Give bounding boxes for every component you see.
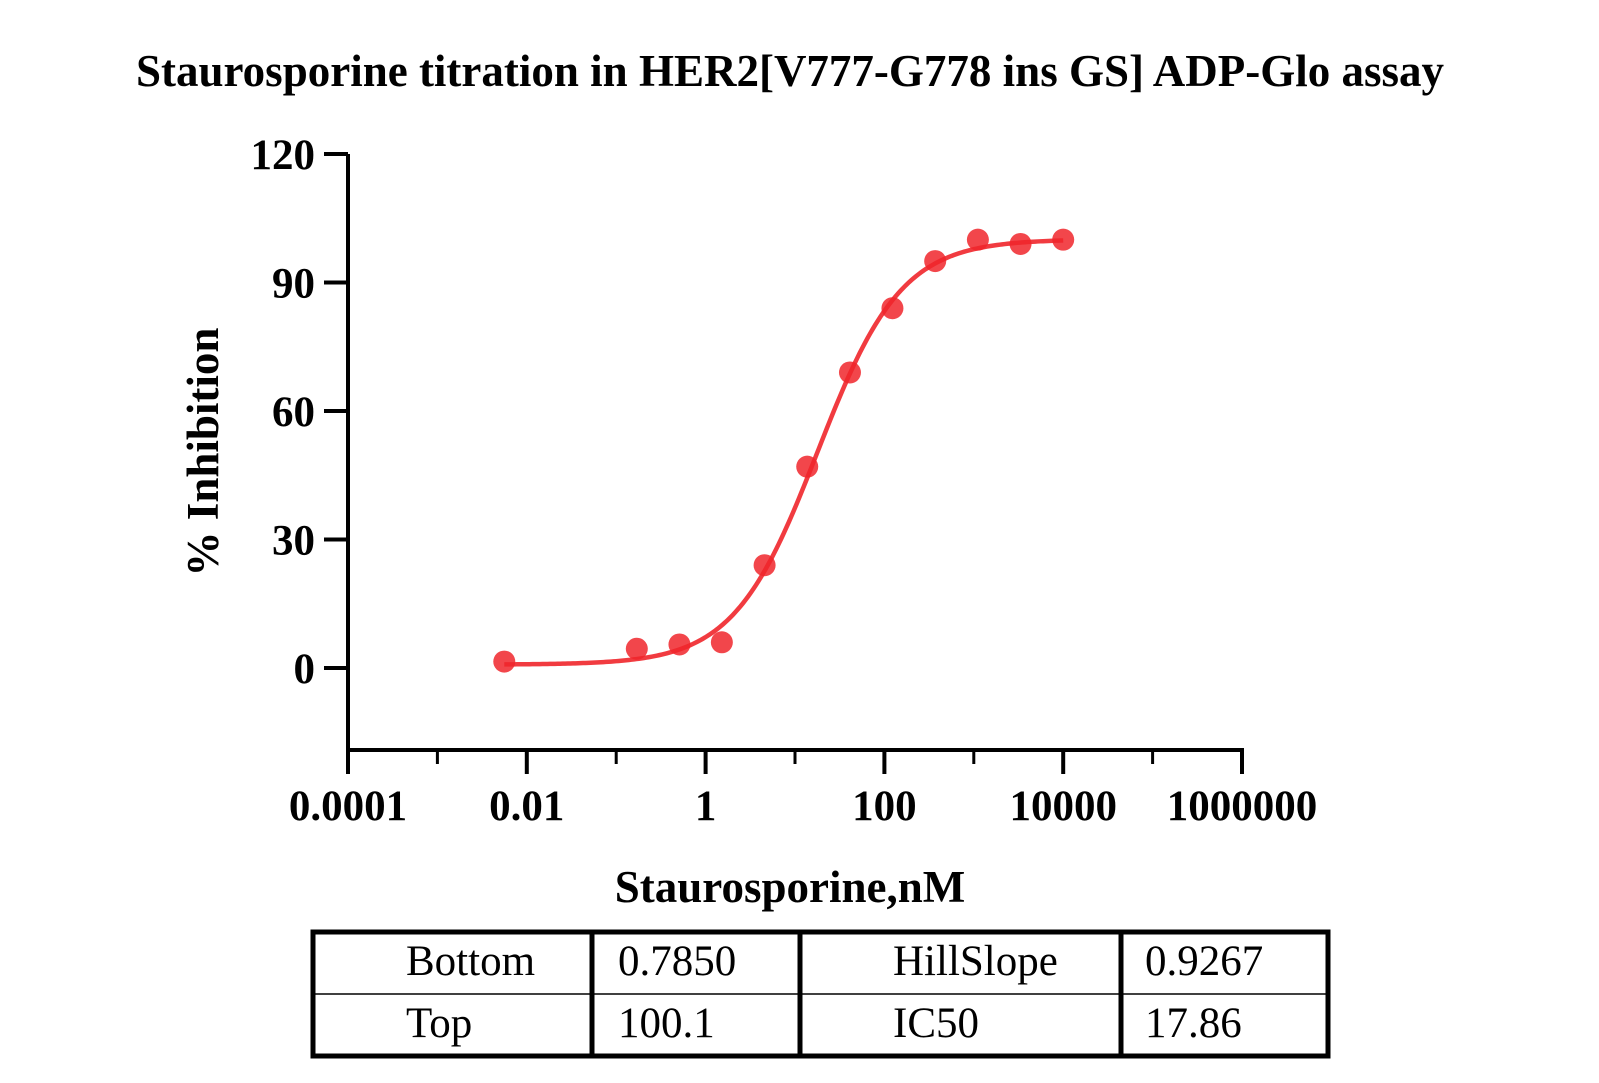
x-tick-label: 10000 — [1009, 783, 1117, 830]
data-point — [966, 228, 989, 251]
x-tick-label: 1000000 — [1167, 783, 1318, 830]
table-cell: Top — [406, 1000, 472, 1047]
x-tick-label: 1 — [695, 783, 717, 830]
data-point — [753, 554, 776, 577]
y-axis-label: % Inhibition — [178, 328, 228, 577]
table-cell: 17.86 — [1145, 1000, 1242, 1047]
fit-parameters-table: Bottom 0.7850 HillSlope 0.9267 Top 100.1 IC50 1… — [310, 929, 1331, 1059]
x-tick-label: 0.0001 — [289, 783, 407, 830]
data-point — [493, 650, 516, 673]
x-tick-label: 100 — [852, 783, 917, 830]
data-point — [796, 455, 819, 478]
data-point — [668, 633, 691, 656]
data-point — [838, 361, 861, 384]
axes: 0 30 60 90 120 0.0001 0.01 1 100 10000 1000000 — [251, 132, 1318, 830]
data-point — [1052, 228, 1075, 251]
data-point — [710, 631, 733, 654]
x-axis-label: Staurosporine,nM — [615, 862, 965, 912]
y-tick-label: 60 — [272, 389, 315, 436]
data-point — [625, 637, 648, 660]
fit-curve-layer — [504, 238, 1064, 667]
table-cell: 0.7850 — [618, 938, 736, 985]
data-point — [1009, 232, 1032, 255]
table-cell: IC50 — [893, 1000, 979, 1047]
data-point — [924, 250, 947, 273]
table-cell: HillSlope — [893, 938, 1058, 985]
data-point — [881, 297, 904, 320]
fit-curve — [504, 238, 1064, 667]
table-cell: 0.9267 — [1145, 938, 1263, 985]
table-cell: 100.1 — [618, 1000, 715, 1047]
chart-title: Staurosporine titration in HER2[V777-G77… — [136, 46, 1445, 96]
data-points-layer — [493, 228, 1075, 673]
y-tick-label: 120 — [251, 132, 316, 179]
y-tick-label: 0 — [294, 646, 316, 693]
y-tick-label: 90 — [272, 261, 315, 308]
table-cell: Bottom — [406, 938, 535, 985]
x-tick-label: 0.01 — [489, 783, 564, 830]
y-tick-label: 30 — [272, 518, 315, 565]
